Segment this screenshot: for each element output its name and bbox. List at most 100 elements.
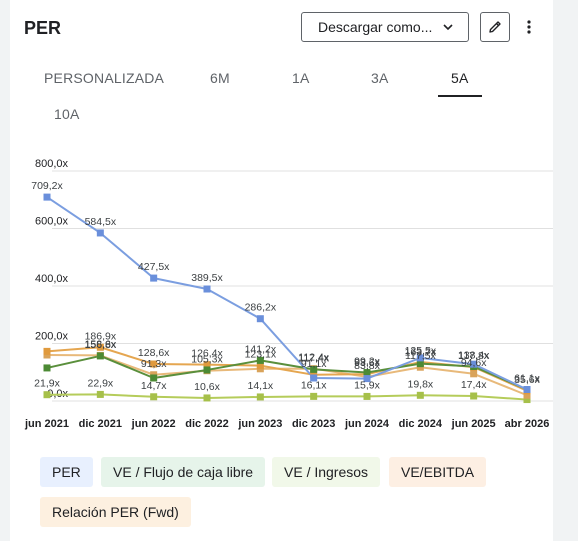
data-point [256, 315, 264, 323]
data-label: 584,5x [85, 216, 117, 228]
data-point [43, 364, 51, 372]
data-label: 19,8x [407, 378, 433, 390]
legend-chip-per[interactable]: PER [40, 457, 93, 487]
data-label: 14,7x [141, 380, 167, 392]
tab-personalizada[interactable]: PERSONALIZADA [44, 70, 165, 86]
legend-chip-ve-ebitda[interactable]: VE/EBITDA [389, 457, 487, 487]
x-tick-label: jun 2024 [344, 418, 390, 430]
data-label: 112,4x [298, 352, 329, 364]
data-label: 10,6x [194, 381, 220, 393]
legend-label: VE / Flujo de caja libre [113, 464, 254, 480]
x-tick-label: dic 2024 [399, 418, 443, 430]
data-label: 389,5x [191, 272, 223, 284]
more-vert-icon [527, 20, 531, 34]
x-tick-label: jun 2023 [237, 418, 282, 430]
data-label: 117,4x [298, 352, 329, 364]
data-label: 138,4x [458, 350, 490, 362]
y-tick-label: 800,0x [35, 158, 69, 170]
data-label: 15,9x [354, 379, 380, 391]
data-point [203, 285, 211, 293]
tab-10a[interactable]: 10A [54, 106, 80, 122]
data-point [96, 390, 104, 398]
x-tick-label: jun 2021 [24, 418, 69, 430]
legend-label: PER [52, 464, 81, 480]
x-tick-label: dic 2021 [79, 418, 122, 430]
data-point [43, 391, 51, 399]
data-point [416, 360, 424, 368]
data-label: 126,4x [191, 348, 223, 360]
data-label: 117,8x [458, 350, 489, 362]
chevron-down-icon [443, 24, 453, 31]
data-label: 427,5x [138, 261, 170, 273]
data-label: 186,9x [85, 330, 117, 342]
data-point [523, 391, 531, 399]
data-point [43, 351, 51, 359]
data-point [43, 193, 51, 201]
more-options-button[interactable] [520, 14, 538, 40]
data-label: 16,1x [301, 379, 327, 391]
legend-chip-per-fwd[interactable]: Relación PER (Fwd) [40, 497, 191, 527]
data-label: 105,3x [191, 354, 223, 366]
data-label: 156,8x [85, 339, 117, 351]
data-label: 83,8x [354, 360, 380, 372]
data-point [523, 386, 531, 393]
data-point [96, 343, 104, 351]
pencil-icon [489, 21, 501, 33]
data-label: 99,2x [354, 356, 380, 368]
series-line [46, 354, 528, 391]
x-tick-label: jun 2025 [451, 418, 496, 430]
data-point [96, 352, 104, 360]
data-point [150, 360, 158, 368]
data-label: 709,2x [31, 180, 63, 192]
data-label: 123,1x [245, 349, 277, 361]
data-label: 35,6x [514, 374, 540, 386]
series-line [46, 393, 528, 401]
data-label: 21,9x [34, 378, 60, 390]
data-label: 286,2x [245, 302, 277, 314]
legend-chip-ve-ingresos[interactable]: VE / Ingresos [272, 457, 381, 487]
x-tick-label: abr 2026 [505, 418, 550, 430]
tab-3a[interactable]: 3A [371, 70, 389, 86]
tab-5a[interactable]: 5A [451, 70, 469, 86]
series-line [46, 196, 528, 391]
edit-button[interactable] [480, 12, 510, 42]
download-label: Descargar como... [318, 19, 433, 35]
data-point [150, 374, 158, 382]
data-point [43, 347, 51, 355]
data-label: 128,6x [138, 347, 170, 359]
x-tick-label: dic 2023 [292, 418, 335, 430]
tab-6m[interactable]: 6M [210, 70, 230, 86]
tab-1a[interactable]: 1A [292, 70, 310, 86]
x-tick-label: dic 2022 [185, 418, 228, 430]
download-button[interactable]: Descargar como... [301, 12, 469, 42]
data-point [470, 360, 478, 368]
x-tick-label: jun 2022 [131, 418, 176, 430]
data-point [310, 365, 318, 373]
data-point [150, 393, 158, 401]
data-label: 163,7x [405, 347, 437, 359]
data-label: 117,5x [405, 350, 436, 362]
data-point [96, 229, 104, 237]
data-point [416, 354, 424, 362]
data-point [470, 370, 478, 378]
data-label: 135,5x [405, 345, 437, 357]
data-label: 141,2x [245, 343, 277, 355]
data-point [203, 366, 211, 374]
legend-chip-ve-fcf[interactable]: VE / Flujo de caja libre [101, 457, 266, 487]
data-label: 17,4x [461, 379, 487, 391]
data-point [416, 363, 424, 371]
data-point [416, 391, 424, 399]
data-point [310, 392, 318, 400]
y-tick-label: 200,0x [35, 331, 69, 343]
data-label: 91,1x [301, 358, 327, 370]
data-point [363, 392, 371, 400]
data-point [470, 392, 478, 400]
data-point [203, 361, 211, 369]
data-point [256, 356, 264, 364]
legend-label: VE/EBITDA [401, 464, 475, 480]
data-point [256, 362, 264, 370]
series-line [46, 354, 528, 397]
data-label: 61,1x [514, 373, 540, 385]
data-point [256, 393, 264, 401]
y-tick-label: 400,0x [35, 273, 69, 285]
